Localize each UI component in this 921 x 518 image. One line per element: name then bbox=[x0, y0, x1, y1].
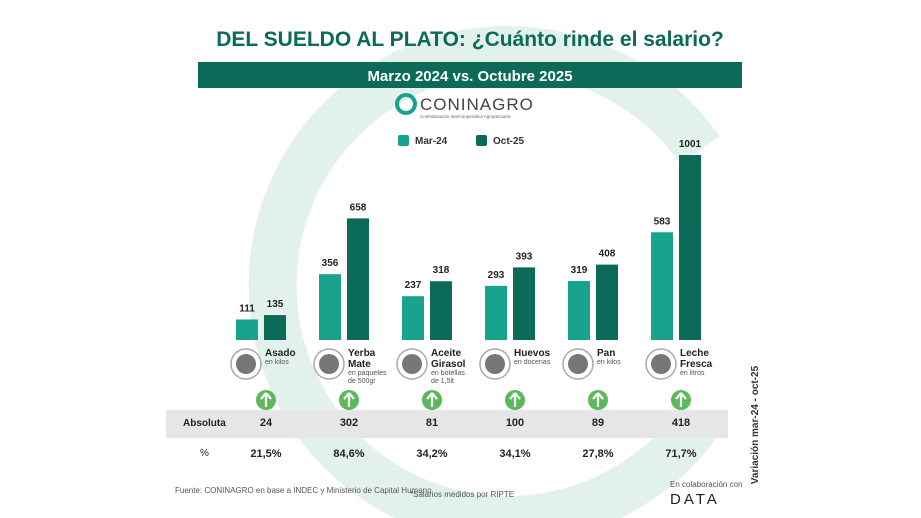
chart-subtitle: Marzo 2024 vs. Octubre 2025 bbox=[367, 68, 572, 85]
up-arrow bbox=[343, 392, 355, 407]
bar bbox=[347, 218, 369, 340]
bar bbox=[430, 281, 452, 340]
variation-title: Variación mar-24 - oct-25 bbox=[750, 365, 761, 484]
value-label: 356 bbox=[322, 258, 339, 269]
percent-value: 34,1% bbox=[499, 448, 531, 460]
percent-value: 84,6% bbox=[333, 448, 365, 460]
value-label: 293 bbox=[488, 270, 505, 281]
bar bbox=[236, 319, 258, 340]
bar bbox=[651, 232, 673, 340]
bar bbox=[485, 285, 507, 340]
value-label: 318 bbox=[433, 265, 450, 276]
category-label: Pan bbox=[597, 348, 616, 359]
background-c bbox=[248, 26, 720, 518]
absolute-value: 89 bbox=[591, 417, 605, 429]
legend-label: Oct-25 bbox=[493, 136, 525, 147]
absolute-row-band bbox=[166, 410, 728, 438]
subtitle-banner bbox=[198, 62, 742, 88]
percent-value: 27,8% bbox=[582, 448, 614, 460]
bar bbox=[319, 274, 341, 340]
absolute-value: 100 bbox=[505, 417, 525, 429]
category-unit: en docenas bbox=[514, 359, 551, 366]
absolute-value: 24 bbox=[259, 417, 273, 429]
note: *Salarios medidos por RIPTE bbox=[410, 490, 514, 499]
value-label: 393 bbox=[516, 251, 533, 262]
category-label: Huevos bbox=[514, 348, 551, 359]
up-arrow bbox=[592, 392, 604, 407]
value-label: 1001 bbox=[679, 139, 702, 150]
category-icon-inner bbox=[236, 354, 256, 374]
collab: En colaboración con bbox=[670, 480, 743, 489]
category-label: Asado bbox=[265, 348, 296, 359]
percent-value: 71,7% bbox=[665, 448, 697, 460]
category-unit: en kilos bbox=[265, 359, 289, 366]
bar bbox=[513, 267, 535, 340]
value-label: 135 bbox=[267, 299, 284, 310]
legend-swatch bbox=[476, 135, 487, 146]
brand: CONINAGRO bbox=[420, 95, 534, 114]
category-icon-inner bbox=[651, 354, 671, 374]
bar bbox=[568, 281, 590, 340]
category-icon-inner bbox=[568, 354, 588, 374]
logo-icon bbox=[395, 93, 417, 115]
value-label: 237 bbox=[405, 280, 422, 291]
category-label: Leche Fresca bbox=[680, 348, 713, 370]
collab-brand: DATA bbox=[670, 491, 720, 508]
absolute-value: 81 bbox=[425, 417, 439, 429]
bar bbox=[596, 264, 618, 340]
category-icon-inner bbox=[402, 354, 422, 374]
percent-value: 21,5% bbox=[250, 448, 282, 460]
category-unit: en paquetes de 500gr bbox=[348, 370, 387, 385]
chart-title: DEL SUELDO AL PLATO: ¿Cuánto rinde el sa… bbox=[216, 28, 724, 51]
category-unit: en litros bbox=[680, 370, 705, 377]
percent-label: % bbox=[200, 448, 209, 459]
source: Fuente: CONINAGRO en base a INDEC y Mini… bbox=[175, 486, 432, 495]
bar bbox=[402, 296, 424, 340]
bar bbox=[264, 315, 286, 340]
value-label: 408 bbox=[599, 249, 616, 260]
up-arrow bbox=[675, 392, 687, 407]
legend-label: Mar-24 bbox=[415, 136, 448, 147]
legend-swatch bbox=[398, 135, 409, 146]
absolute-label: Absoluta bbox=[183, 418, 226, 429]
up-arrow bbox=[426, 392, 438, 407]
brand-tagline: Confederación Intercooperativa Agropecua… bbox=[420, 114, 511, 119]
value-label: 583 bbox=[654, 216, 671, 227]
category-unit: en kilos bbox=[597, 359, 621, 366]
category-icon-inner bbox=[485, 354, 505, 374]
category-label: Yerba Mate bbox=[348, 348, 376, 370]
category-unit: en botellas de 1,5lt bbox=[431, 370, 465, 385]
percent-value: 34,2% bbox=[416, 448, 448, 460]
absolute-value: 302 bbox=[339, 417, 359, 429]
up-arrow bbox=[260, 392, 272, 407]
category-icon-inner bbox=[319, 354, 339, 374]
bar bbox=[679, 155, 701, 340]
category-label: Aceite Girasol bbox=[431, 348, 466, 370]
value-label: 319 bbox=[571, 265, 588, 276]
value-label: 111 bbox=[239, 303, 255, 314]
up-arrow bbox=[509, 392, 521, 407]
value-label: 658 bbox=[350, 202, 367, 213]
absolute-value: 418 bbox=[671, 417, 691, 429]
